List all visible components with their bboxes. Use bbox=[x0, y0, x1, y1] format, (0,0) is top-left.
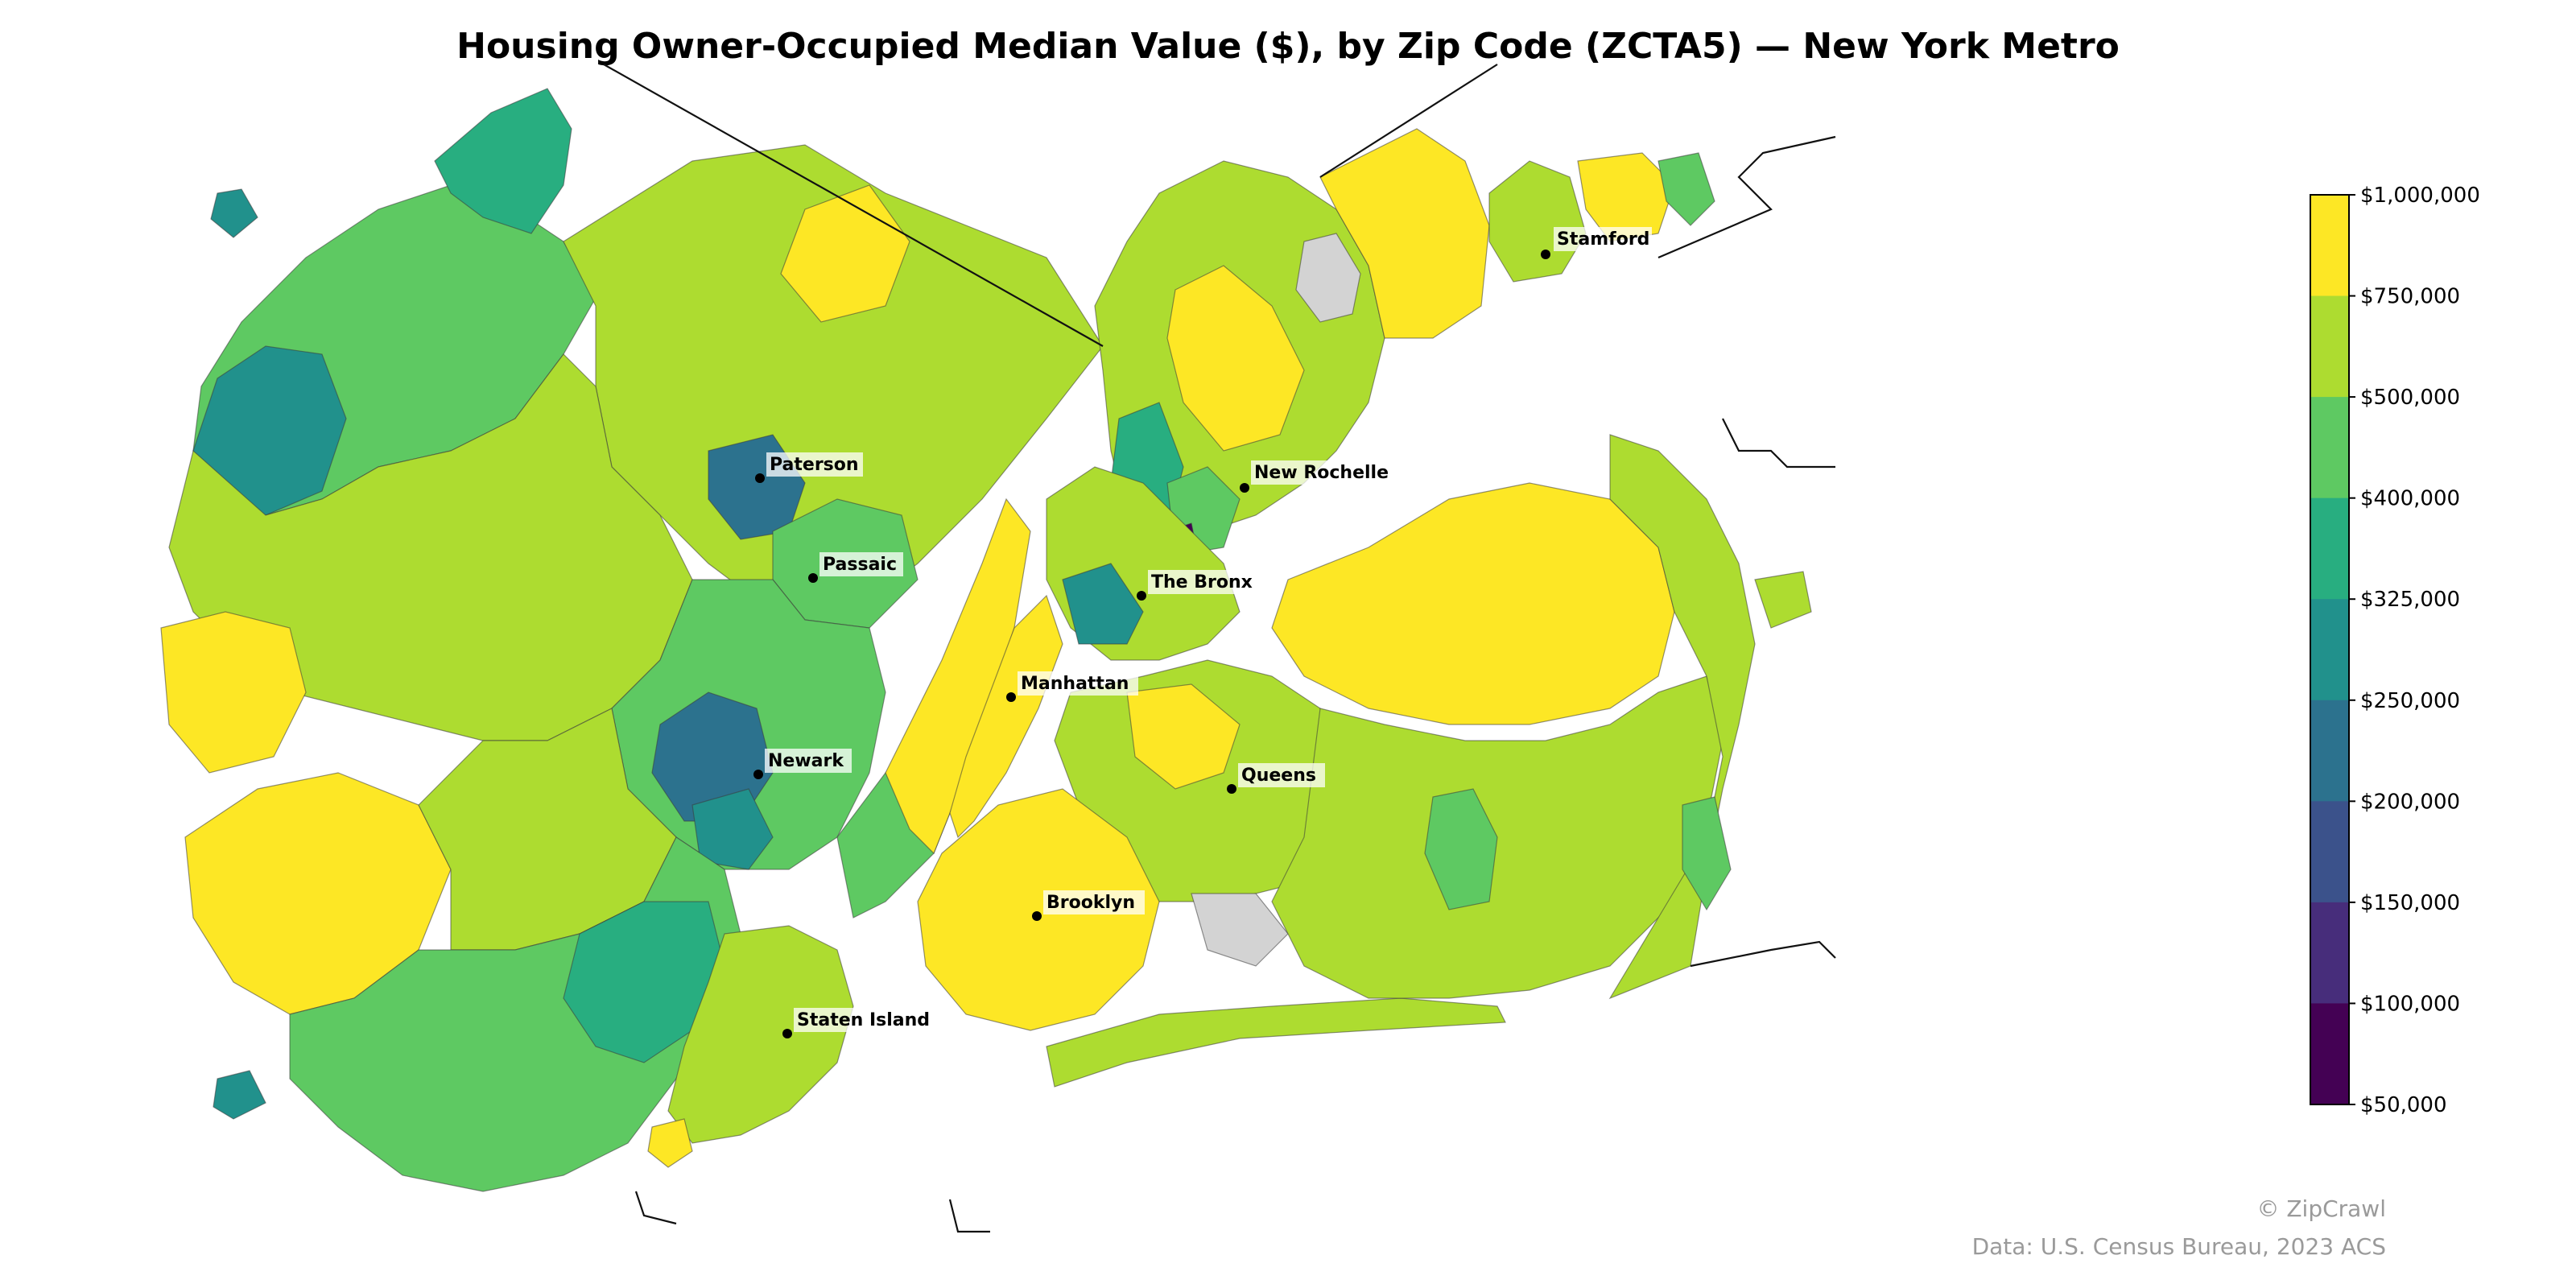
map-title: Housing Owner-Occupied Median Value ($),… bbox=[456, 26, 2120, 67]
city-label-stamford: Stamford bbox=[1557, 229, 1649, 250]
border-ny-nj bbox=[603, 64, 1104, 347]
region-bronx-south bbox=[1062, 563, 1144, 645]
colorbar-legend: $1,000,000 $750,000 $500,000 $400,000 $325,0… bbox=[2310, 184, 2480, 1117]
coast-ct bbox=[1657, 135, 1836, 259]
city-label-paterson: Paterson bbox=[770, 455, 859, 475]
city-label-the-bronx: The Bronx bbox=[1151, 572, 1253, 592]
city-label-queens: Queens bbox=[1241, 766, 1316, 786]
colorbar-tick-label: $400,000 bbox=[2360, 487, 2460, 511]
region-rockaway bbox=[1046, 997, 1506, 1088]
region-suffolk-green bbox=[1682, 796, 1732, 911]
colorbar-tick-label: $250,000 bbox=[2360, 689, 2460, 713]
colorbar-bin bbox=[2310, 497, 2349, 600]
colorbar-tick-label: $50,000 bbox=[2360, 1093, 2447, 1117]
colorbar-tick-label: $500,000 bbox=[2360, 386, 2460, 410]
coast-li-north bbox=[1722, 418, 1835, 469]
colorbar-tick-label: $100,000 bbox=[2360, 992, 2460, 1016]
city-label-passaic: Passaic bbox=[823, 555, 897, 575]
region-nj-west-yellow bbox=[160, 611, 307, 774]
region-manhattan bbox=[949, 594, 1063, 839]
city-marker-staten-island: Staten Island bbox=[782, 1008, 934, 1038]
city-label-new-rochelle: New Rochelle bbox=[1254, 463, 1389, 483]
region-staten-island bbox=[667, 925, 854, 1144]
copyright-credit: © ZipCrawl bbox=[2256, 1195, 2386, 1222]
coast-nj-south bbox=[634, 1191, 677, 1225]
colorbar-bin bbox=[2310, 902, 2349, 1004]
region-stamford bbox=[1488, 160, 1587, 283]
city-marker-newark: Newark bbox=[753, 749, 852, 779]
region-nassau-north bbox=[1271, 482, 1675, 725]
region-nj-sussex bbox=[434, 88, 572, 234]
region-queens-north bbox=[1126, 683, 1241, 790]
city-label-manhattan: Manhattan bbox=[1021, 674, 1129, 694]
city-label-staten-island: Staten Island bbox=[797, 1010, 930, 1030]
city-label-brooklyn: Brooklyn bbox=[1046, 893, 1135, 913]
colorbar-ticks: $1,000,000 $750,000 $500,000 $400,000 $325,0… bbox=[2349, 184, 2480, 1117]
region-si-south bbox=[647, 1118, 693, 1168]
region-westchester-south bbox=[1166, 265, 1305, 452]
region-suffolk-east bbox=[1754, 571, 1812, 629]
colorbar-bin bbox=[2310, 1003, 2349, 1105]
colorbar-bin bbox=[2310, 295, 2349, 398]
region-westchester-nodata bbox=[1295, 233, 1361, 323]
city-label-newark: Newark bbox=[768, 751, 844, 771]
city-marker-new-rochelle: New Rochelle bbox=[1240, 460, 1394, 493]
data-source-credit: Data: U.S. Census Bureau, 2023 ACS bbox=[1972, 1233, 2386, 1260]
city-marker-paterson: Paterson bbox=[755, 452, 863, 483]
region-jfk-nodata bbox=[1191, 893, 1289, 967]
region-suffolk bbox=[1608, 434, 1756, 1000]
city-marker-passaic: Passaic bbox=[808, 552, 903, 583]
region-nassau-green bbox=[1424, 788, 1498, 910]
coast-nj-southeast bbox=[948, 1199, 990, 1233]
region-far-northwest bbox=[210, 188, 258, 238]
colorbar-bin bbox=[2310, 801, 2349, 903]
colorbar-bin bbox=[2310, 195, 2349, 297]
border-ny-ct bbox=[1319, 64, 1498, 178]
city-marker-stamford: Stamford bbox=[1541, 227, 1652, 259]
colorbar-tick-label: $200,000 bbox=[2360, 790, 2460, 814]
region-brooklyn bbox=[917, 788, 1160, 1031]
colorbar-frame bbox=[2310, 194, 2350, 1105]
region-greenwich bbox=[1319, 128, 1490, 339]
region-darien bbox=[1577, 152, 1675, 242]
region-nj-newark bbox=[651, 691, 774, 822]
region-far-southwest bbox=[213, 1070, 266, 1120]
city-marker-the-bronx: The Bronx bbox=[1137, 570, 1257, 601]
colorbar-bin bbox=[2310, 397, 2349, 499]
city-marker-brooklyn: Brooklyn bbox=[1032, 890, 1145, 921]
colorbar-tick-label: $325,000 bbox=[2360, 588, 2460, 612]
colorbar-bin bbox=[2310, 700, 2349, 802]
colorbar-bin bbox=[2310, 599, 2349, 701]
colorbar-bins bbox=[2310, 195, 2349, 1105]
coast-li-south bbox=[1690, 940, 1836, 968]
colorbar-tick-label: $750,000 bbox=[2360, 285, 2460, 309]
city-marker-manhattan: Manhattan bbox=[1006, 671, 1138, 702]
region-norwalk bbox=[1657, 152, 1715, 226]
city-marker-queens: Queens bbox=[1227, 763, 1325, 794]
colorbar-tick-label: $150,000 bbox=[2360, 891, 2460, 915]
choropleth-map: Stamford Paterson New Rochelle Passaic T… bbox=[160, 64, 1836, 1233]
colorbar-tick-label: $1,000,000 bbox=[2360, 184, 2480, 208]
